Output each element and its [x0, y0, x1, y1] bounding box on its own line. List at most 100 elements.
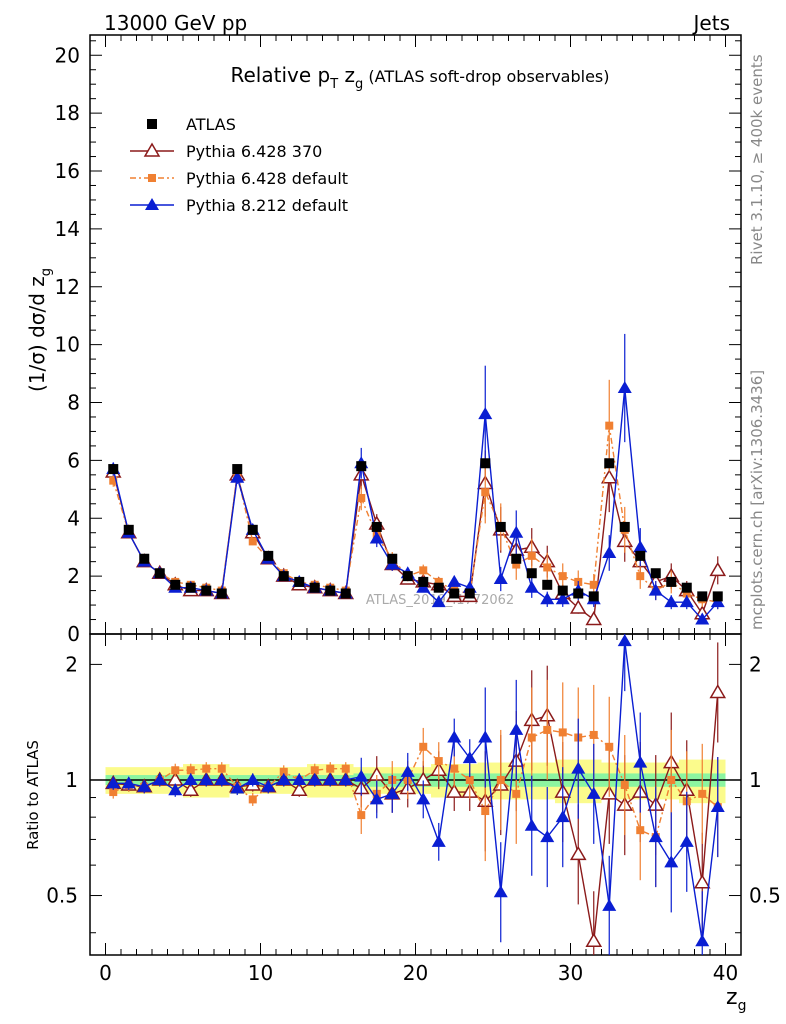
x-tick-label: 0 — [99, 961, 112, 985]
legend-item-pythia-6-428-370: Pythia 6.428 370 — [130, 142, 322, 161]
marker-open-triangle — [585, 611, 603, 626]
marker-square — [278, 571, 289, 582]
series-atlas — [108, 458, 723, 602]
marker-small-square — [605, 742, 614, 751]
marker-filled-triangle — [261, 779, 276, 792]
marker-filled-triangle — [571, 761, 586, 774]
marker-square — [604, 458, 615, 469]
y-tick-label: 12 — [55, 275, 80, 299]
marker-square — [526, 568, 537, 579]
marker-filled-triangle — [509, 525, 524, 538]
marker-small-square — [698, 789, 707, 798]
marker-square — [356, 461, 367, 472]
marker-small-square — [481, 807, 490, 816]
legend-label: Pythia 6.428 370 — [186, 142, 322, 161]
marker-square — [433, 582, 444, 593]
marker-small-square — [527, 551, 536, 560]
marker-square — [635, 550, 646, 561]
marker-square — [309, 582, 320, 593]
marker-small-square — [109, 476, 118, 485]
y-tick-label: 14 — [55, 217, 80, 241]
marker-square — [139, 553, 150, 564]
marker-small-square — [419, 742, 428, 751]
marker-filled-triangle — [524, 580, 539, 593]
rivet-side-label: Rivet 3.1.10, ≥ 400k events — [748, 54, 766, 265]
marker-small-square — [558, 572, 567, 581]
marker-filled-triangle — [369, 792, 384, 805]
y-tick-label: 6 — [67, 448, 80, 472]
marker-open-triangle — [709, 561, 727, 577]
marker-square — [511, 553, 522, 564]
ratio-tick-label: 0.5 — [46, 884, 78, 908]
marker-square — [681, 582, 692, 593]
y-tick-label: 8 — [67, 391, 80, 415]
marker-small-square — [434, 577, 443, 586]
marker-small-square — [310, 766, 319, 775]
marker-filled-triangle — [307, 772, 322, 785]
marker-small-square — [217, 764, 226, 773]
marker-filled-triangle — [524, 818, 539, 831]
ratio-series-pythia-8-212-default — [106, 634, 725, 955]
ratio-y-axis-label: Ratio to ATLAS — [24, 740, 42, 850]
marker-square — [201, 585, 212, 596]
marker-filled-triangle — [106, 776, 121, 789]
x-axis-label: zg — [726, 985, 746, 1014]
marker-small-square — [186, 766, 195, 775]
marker-square — [480, 458, 491, 469]
marker-square — [123, 524, 134, 535]
y-tick-label: 18 — [55, 101, 80, 125]
ratio-line — [113, 692, 719, 942]
marker-small-square — [558, 728, 567, 737]
marker-filled-triangle — [183, 772, 198, 785]
marker-square — [588, 591, 599, 602]
marker-filled-triangle — [555, 592, 570, 605]
header-right-label: Jets — [692, 11, 730, 35]
ratio-line — [112, 729, 719, 839]
marker-small-square — [341, 764, 350, 773]
mcplots-side-label: mcplots.cern.ch [arXiv:1306.3436] — [748, 370, 766, 630]
marker-filled-triangle — [555, 810, 570, 823]
marker-small-square — [419, 566, 428, 575]
marker-filled-triangle — [431, 595, 446, 608]
marker-filled-triangle — [245, 772, 260, 785]
marker-small-square — [465, 775, 474, 784]
marker-open-triangle — [569, 599, 587, 614]
marker-small-square — [496, 775, 505, 784]
legend: ATLAS Pythia 6.428 370 Pythia 6.428 defaul… — [130, 115, 348, 215]
ratio-line — [113, 641, 719, 942]
marker-filled-triangle — [323, 772, 338, 785]
marker-small-square — [481, 488, 490, 497]
y-tick-label: 2 — [67, 564, 80, 588]
marker-small-square — [357, 811, 366, 820]
marker-filled-triangle — [586, 786, 601, 799]
ratio-frame — [89, 633, 742, 956]
marker-open-triangle — [600, 469, 618, 484]
marker-square — [232, 464, 243, 475]
legend-label: Pythia 8.212 default — [186, 196, 348, 215]
marker-open-triangle — [143, 142, 161, 157]
marker-filled-triangle — [214, 772, 229, 785]
marker-open-triangle — [445, 783, 463, 798]
marker-filled-triangle — [354, 769, 369, 782]
marker-small-square — [357, 493, 366, 502]
marker-filled-triangle — [710, 800, 725, 813]
legend-label: Pythia 6.428 default — [186, 169, 348, 188]
marker-small-square — [667, 775, 676, 784]
marker-filled-triangle — [617, 381, 632, 394]
ratio-tick-label-right: 0.5 — [749, 884, 781, 908]
marker-square — [666, 576, 677, 587]
x-tick-label: 20 — [403, 961, 428, 985]
marker-filled-triangle — [447, 730, 462, 743]
marker-square — [495, 521, 506, 532]
marker-filled-triangle — [602, 545, 617, 558]
marker-small-square — [543, 563, 552, 572]
marker-square — [147, 119, 157, 129]
chart-title: Relative pT zg (ATLAS soft-drop observab… — [230, 63, 609, 92]
marker-filled-triangle — [447, 574, 462, 587]
marker-small-square — [202, 764, 211, 773]
marker-small-square — [620, 781, 629, 790]
ratio-series-pythia-6-428-370 — [104, 642, 727, 955]
marker-filled-triangle — [664, 595, 679, 608]
